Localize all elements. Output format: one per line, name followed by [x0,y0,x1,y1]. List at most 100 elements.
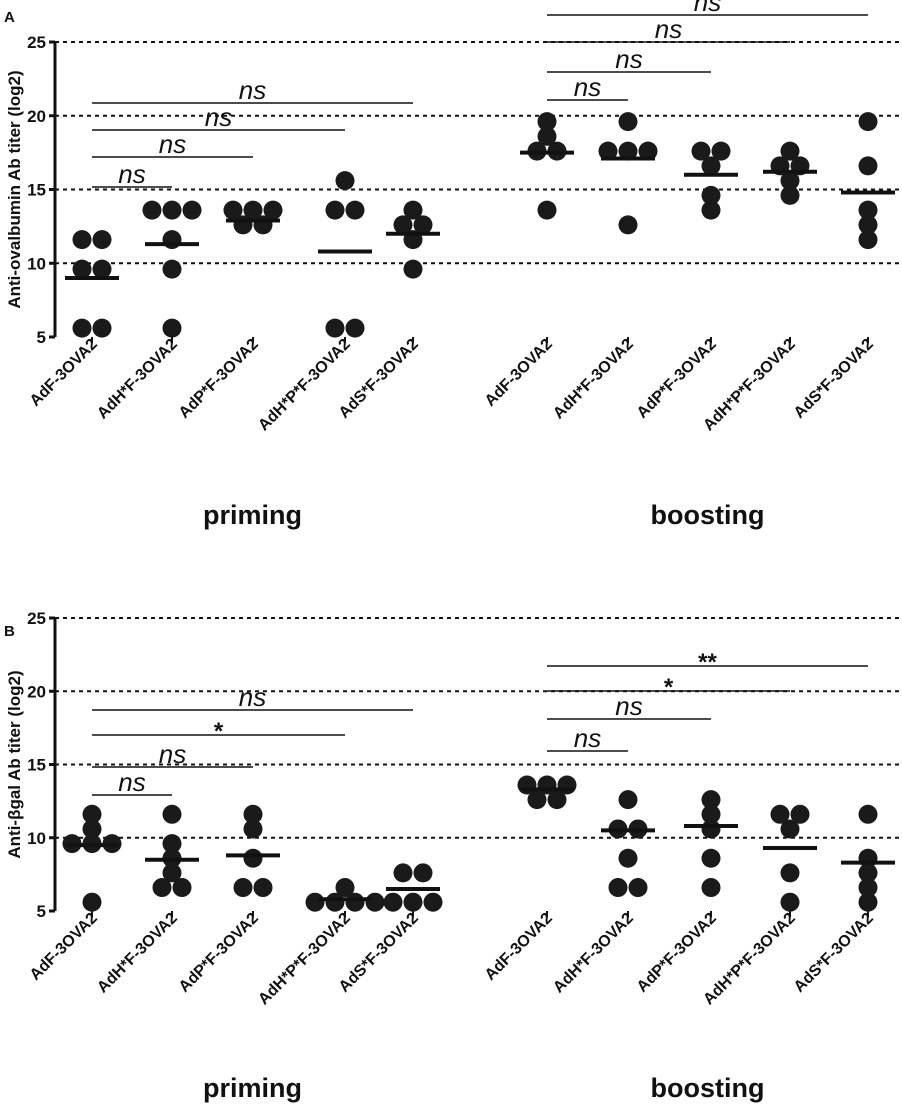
data-point [325,318,345,338]
significance-label: ns [655,14,682,44]
significance-label: ns [239,682,266,712]
data-point [780,141,800,161]
y-tick-label: 10 [27,829,46,848]
category-label: AdP*F-3OVA2 [176,336,262,422]
data-point [393,215,413,235]
data-point [618,848,638,868]
y-tick-label: 10 [27,254,46,273]
data-point [858,215,878,235]
data-point [638,141,658,161]
y-tick-label: 5 [37,902,46,921]
data-point [152,878,172,898]
data-point [393,863,413,883]
significance-label: ns [615,691,642,721]
data-point [517,775,537,795]
category-label: AdH*P*F-3OVA2 [255,336,354,435]
data-point [618,790,638,810]
data-point [537,112,557,132]
data-point [243,200,263,220]
data-point [701,848,721,868]
data-point [701,804,721,824]
significance-label: * [664,674,674,701]
data-point [618,112,638,132]
data-point [790,804,810,824]
group-priming: AdF-3OVA2AdH*F-3OVA2AdP*F-3OVA2AdH*P*F-3… [27,682,443,1103]
data-point [527,790,547,810]
significance-label: ns [694,0,721,17]
data-point [701,156,721,176]
y-tick-label: 20 [27,107,46,126]
data-point [92,230,112,250]
data-point [618,141,638,161]
data-point [253,878,273,898]
data-point [711,141,731,161]
data-point [243,848,263,868]
data-point [162,318,182,338]
data-point [701,185,721,205]
data-point [413,215,433,235]
significance-label: ns [118,767,145,797]
data-point [383,892,403,912]
data-point [162,259,182,279]
data-point [858,878,878,898]
data-point [72,259,92,279]
data-point [858,848,878,868]
group-label: priming [203,500,302,530]
data-point [780,863,800,883]
data-point [345,318,365,338]
significance-label: * [214,718,224,745]
category-label: AdF-3OVA2 [482,910,556,984]
data-point [780,819,800,839]
data-point [770,804,790,824]
data-point [162,863,182,883]
data-point [780,185,800,205]
data-point [701,200,721,220]
data-point [403,892,423,912]
data-point [325,200,345,220]
data-point [162,230,182,250]
data-point [172,878,192,898]
data-point [82,892,102,912]
data-point [72,230,92,250]
data-point [618,215,638,235]
group-label: boosting [651,500,765,530]
data-point [243,819,263,839]
group-label: priming [203,1073,302,1103]
significance-label: ns [239,75,266,105]
data-point [162,834,182,854]
category-label: AdP*F-3OVA2 [634,910,720,996]
data-point [335,878,355,898]
category-label: AdF-3OVA2 [482,336,556,410]
y-axis-label: Anti-ovalbumin Ab titer (log2) [5,70,24,308]
significance-label: ns [574,72,601,102]
data-point [82,819,102,839]
data-point [701,790,721,810]
data-point [223,200,243,220]
significance-label: ns [118,159,145,189]
y-tick-label: 15 [27,181,46,200]
data-point [547,790,567,810]
group-priming: AdF-3OVA2AdH*F-3OVA2AdP*F-3OVA2AdH*P*F-3… [27,75,440,530]
group-boosting: AdF-3OVA2AdH*F-3OVA2AdP*F-3OVA2AdH*P*F-3… [482,0,895,530]
data-point [780,171,800,191]
data-point [142,200,162,220]
significance-label: ns [205,102,232,132]
data-point [780,892,800,912]
panel-letter: B [4,623,15,640]
panel-letter: A [4,9,15,26]
y-tick-label: 15 [27,756,46,775]
category-label: AdP*F-3OVA2 [634,336,720,422]
data-point [92,318,112,338]
data-point [858,112,878,132]
panel-b: B Anti-βgal Ab titer (log2) 5 10 15 20 25 AdF-3… [4,609,900,1103]
group-label: boosting [651,1073,765,1103]
data-point [537,126,557,146]
data-point [182,200,202,220]
group-boosting: AdF-3OVA2AdH*F-3OVA2AdP*F-3OVA2AdH*P*F-3… [482,649,895,1103]
y-tick-label: 5 [37,328,46,347]
significance-label: ** [698,649,717,676]
data-point [858,863,878,883]
data-point [858,156,878,176]
data-point [162,200,182,220]
